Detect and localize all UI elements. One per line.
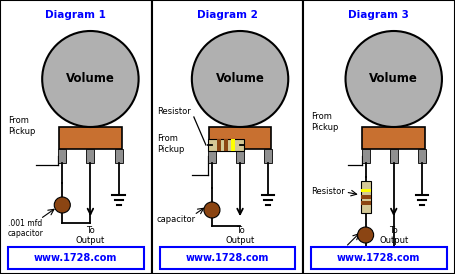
Text: capacitor: capacitor xyxy=(311,247,350,256)
Bar xyxy=(115,149,122,163)
Text: Diagram 3: Diagram 3 xyxy=(348,10,409,20)
Bar xyxy=(8,247,144,269)
Text: www.1728.com: www.1728.com xyxy=(34,253,117,263)
Text: Volume: Volume xyxy=(66,73,115,85)
Text: www.1728.com: www.1728.com xyxy=(337,253,420,263)
Ellipse shape xyxy=(345,31,442,127)
Bar xyxy=(360,201,371,205)
Bar xyxy=(360,181,371,213)
Bar xyxy=(232,139,235,151)
Bar xyxy=(362,149,369,163)
Text: Volume: Volume xyxy=(216,73,264,85)
Text: Resistor: Resistor xyxy=(157,107,191,116)
Bar xyxy=(360,195,371,199)
Circle shape xyxy=(358,227,374,243)
Circle shape xyxy=(54,197,71,213)
Text: To
Output: To Output xyxy=(225,226,255,246)
Bar xyxy=(418,149,426,163)
Bar xyxy=(360,189,371,192)
Text: From
Pickup: From Pickup xyxy=(311,112,339,132)
Text: Diagram 2: Diagram 2 xyxy=(197,10,258,20)
Circle shape xyxy=(204,202,220,218)
Bar xyxy=(86,149,95,163)
Text: Diagram 1: Diagram 1 xyxy=(45,10,106,20)
Ellipse shape xyxy=(42,31,139,127)
Bar xyxy=(209,127,271,149)
Bar xyxy=(311,247,447,269)
Bar xyxy=(362,127,425,149)
Bar xyxy=(58,149,66,163)
Text: Resistor: Resistor xyxy=(311,187,345,196)
Bar xyxy=(236,149,244,163)
Bar xyxy=(59,127,122,149)
Bar xyxy=(264,149,272,163)
Text: To
Output: To Output xyxy=(76,226,105,246)
Bar xyxy=(217,139,221,151)
Text: www.1728.com: www.1728.com xyxy=(185,253,269,263)
Text: Volume: Volume xyxy=(369,73,418,85)
Text: .001 mfd
capacitor: .001 mfd capacitor xyxy=(8,219,44,238)
Ellipse shape xyxy=(192,31,288,127)
Bar xyxy=(208,149,216,163)
Text: capacitor: capacitor xyxy=(157,215,196,224)
Text: From
Pickup: From Pickup xyxy=(157,134,184,154)
Bar xyxy=(224,139,228,151)
Bar xyxy=(390,149,398,163)
Text: To
Output: To Output xyxy=(379,226,408,246)
Bar xyxy=(160,247,295,269)
Bar xyxy=(208,139,244,151)
Text: From
Pickup: From Pickup xyxy=(8,116,35,136)
